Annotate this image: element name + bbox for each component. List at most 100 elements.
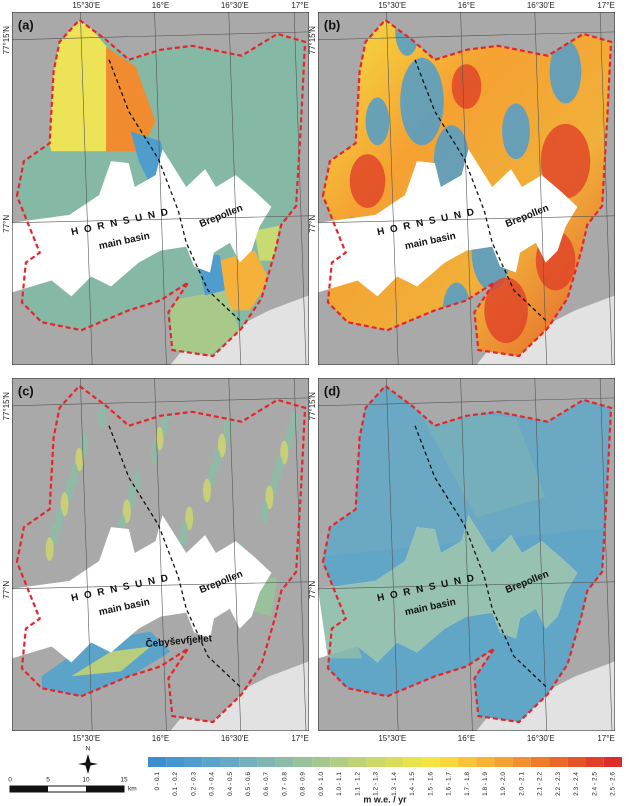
legend-label: 0.4 - 0.5 [227, 772, 234, 796]
fjord-fill [318, 515, 578, 663]
latitude-label: 77°15'N [2, 26, 11, 55]
legend-label: 0.9 - 1.0 [318, 772, 325, 796]
glacier-boundary [15, 18, 307, 358]
legend-label: 2.5 - 2.6 [610, 772, 617, 796]
legend-swatch [567, 757, 586, 767]
scale-tick-label: 15 [120, 777, 128, 784]
graticule [534, 378, 547, 732]
latitude-label: 77°15'N [2, 392, 11, 421]
region-fill [127, 484, 136, 509]
graticule [80, 378, 93, 732]
region-fill [549, 39, 582, 104]
longitude-label: 15°30'E [72, 734, 100, 743]
legend-label: 1.2 - 1.3 [373, 772, 380, 796]
region-fill [280, 440, 289, 465]
region-fill [180, 521, 189, 546]
region-fill [150, 441, 159, 466]
region-fill [254, 225, 280, 261]
glacier-boundary [15, 384, 307, 724]
graticule [154, 378, 167, 732]
region-fill [185, 506, 194, 531]
legend-swatch [603, 757, 622, 767]
map-body [318, 12, 616, 366]
legend-label: 2.1 - 2.2 [537, 772, 544, 796]
longitude-label: 15°30'E [378, 734, 406, 743]
legend-label: 0.6 - 0.7 [263, 772, 270, 796]
legend-swatch [512, 757, 531, 767]
panel-label: (c) [18, 383, 34, 398]
scale-tick-label: 5 [46, 777, 50, 784]
graticule [386, 378, 399, 732]
legend-swatch [421, 757, 440, 767]
region-fill [71, 646, 151, 677]
legend-label: 1.0 - 1.1 [336, 772, 343, 796]
region-fill [260, 500, 269, 525]
legend-label: 1.4 - 1.5 [409, 772, 416, 796]
graticule [12, 215, 310, 224]
region-fill [50, 522, 59, 547]
region-fill [400, 57, 444, 146]
graticule [12, 397, 310, 407]
legend-swatch [585, 757, 604, 767]
legend-swatch [312, 757, 331, 767]
graticule [12, 581, 310, 590]
graticule [293, 12, 307, 366]
region-fill [160, 411, 169, 436]
region-fill [65, 477, 74, 502]
latitude-label: 77°N [308, 581, 317, 599]
legend-label: 0.5 - 0.6 [245, 772, 252, 796]
legend-swatch [293, 757, 313, 767]
region-fill [208, 463, 216, 488]
legend-swatch [202, 757, 221, 767]
graticule [293, 378, 307, 732]
longitude-label: 16°E [458, 1, 475, 10]
graticule [460, 378, 473, 732]
region-fill [217, 433, 226, 458]
legend-swatch [257, 757, 276, 767]
legend-swatch [239, 757, 258, 767]
legend-swatch [403, 757, 422, 767]
region-fill [170, 290, 240, 357]
region-fill [265, 485, 274, 510]
place-label: Čebyševfjellet [145, 632, 213, 650]
latitude-label: 77°N [2, 581, 11, 599]
map-body [318, 378, 616, 732]
map-body [12, 378, 310, 732]
region-fill [70, 462, 79, 487]
longitude-label: 17°E [597, 734, 614, 743]
longitude-label: 16°30'E [527, 734, 555, 743]
legend-label: 2.0 - 2.1 [518, 772, 525, 796]
region-fill [55, 507, 64, 532]
region-fill [540, 123, 591, 199]
region-fill [98, 404, 107, 429]
legend-swatch [476, 757, 495, 767]
ice-divide [108, 59, 243, 323]
longitude-label: 16°30'E [221, 1, 249, 10]
longitude-label: 16°30'E [527, 1, 555, 10]
legend-label: 1.3 - 1.4 [391, 772, 398, 796]
legend-label: 0.1 - 0.2 [172, 772, 179, 796]
longitude-label: 15°30'E [378, 1, 406, 10]
ice-divide [414, 425, 549, 689]
region-fill [60, 492, 69, 517]
legend-label: 0.8 - 0.9 [300, 772, 307, 796]
legend-label: 1.1 - 1.2 [354, 772, 361, 796]
legend-swatch [549, 757, 568, 767]
legend-label: 0.7 - 0.8 [281, 772, 288, 796]
legend-swatch [385, 757, 404, 767]
graticule [318, 581, 616, 590]
legend-swatch [494, 757, 513, 767]
longitude-label: 16°E [152, 734, 169, 743]
graticule [318, 397, 616, 407]
scale-segment [86, 786, 124, 792]
panel-label: (b) [324, 17, 340, 32]
region-fill [75, 447, 84, 472]
ice-divide [414, 59, 549, 323]
panel-label: (d) [324, 383, 340, 398]
north-label: N [86, 746, 91, 753]
region-fill [122, 499, 131, 524]
longitude-label: 16°E [458, 734, 475, 743]
